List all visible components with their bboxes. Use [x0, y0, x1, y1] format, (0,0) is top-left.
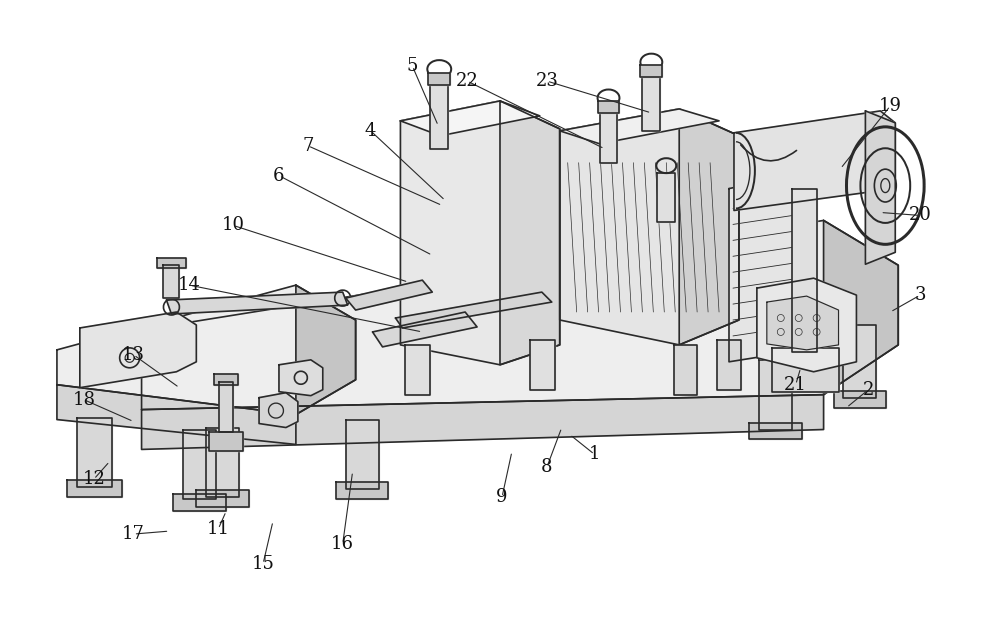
Text: 21: 21: [784, 376, 807, 394]
Polygon shape: [674, 345, 697, 395]
Polygon shape: [400, 101, 540, 136]
Polygon shape: [759, 360, 792, 429]
Polygon shape: [400, 101, 560, 365]
Polygon shape: [259, 392, 298, 427]
Polygon shape: [600, 111, 617, 163]
Text: 11: 11: [207, 520, 230, 538]
Polygon shape: [598, 101, 619, 113]
Polygon shape: [395, 292, 552, 328]
Polygon shape: [679, 109, 739, 345]
Polygon shape: [336, 482, 388, 499]
Polygon shape: [373, 312, 477, 347]
Polygon shape: [405, 345, 430, 395]
Text: 14: 14: [178, 276, 201, 294]
Polygon shape: [80, 312, 196, 388]
Polygon shape: [142, 395, 824, 449]
Text: 2: 2: [863, 381, 874, 399]
Text: 7: 7: [302, 137, 314, 155]
Polygon shape: [560, 109, 739, 345]
Text: 16: 16: [331, 535, 354, 553]
Polygon shape: [173, 494, 226, 511]
Text: 1: 1: [589, 445, 600, 463]
Polygon shape: [757, 278, 856, 372]
Polygon shape: [57, 385, 296, 445]
Text: 23: 23: [535, 72, 558, 90]
Polygon shape: [560, 109, 719, 144]
Polygon shape: [214, 374, 238, 385]
Polygon shape: [428, 73, 450, 85]
Polygon shape: [346, 420, 379, 489]
Polygon shape: [430, 83, 448, 149]
Polygon shape: [834, 390, 886, 408]
Polygon shape: [792, 189, 817, 352]
Text: 19: 19: [879, 97, 902, 115]
Polygon shape: [640, 65, 662, 77]
Text: 22: 22: [456, 72, 479, 90]
Text: 10: 10: [222, 216, 245, 234]
Text: 12: 12: [82, 470, 105, 488]
Text: 17: 17: [122, 525, 145, 543]
Polygon shape: [157, 258, 186, 268]
Polygon shape: [57, 285, 356, 415]
Polygon shape: [196, 490, 249, 507]
Polygon shape: [500, 101, 560, 365]
Text: 3: 3: [914, 286, 926, 304]
Polygon shape: [206, 427, 239, 497]
Text: 20: 20: [909, 207, 932, 225]
Polygon shape: [209, 431, 243, 452]
Polygon shape: [77, 417, 112, 487]
Polygon shape: [219, 382, 233, 431]
Polygon shape: [734, 111, 895, 211]
Text: 8: 8: [541, 458, 553, 477]
Polygon shape: [717, 340, 741, 390]
Text: 6: 6: [273, 167, 285, 184]
Polygon shape: [843, 325, 876, 397]
Polygon shape: [865, 111, 895, 264]
Polygon shape: [279, 360, 323, 396]
Polygon shape: [772, 348, 839, 392]
Polygon shape: [530, 340, 555, 390]
Polygon shape: [657, 173, 675, 223]
Polygon shape: [729, 175, 817, 362]
Text: 9: 9: [496, 488, 508, 506]
Polygon shape: [767, 296, 839, 350]
Polygon shape: [824, 221, 898, 395]
Polygon shape: [346, 280, 432, 310]
Text: 5: 5: [407, 57, 418, 75]
Polygon shape: [749, 422, 802, 440]
Polygon shape: [183, 429, 216, 499]
Polygon shape: [67, 480, 122, 497]
Polygon shape: [296, 285, 356, 415]
Text: 13: 13: [122, 346, 145, 364]
Polygon shape: [642, 75, 660, 131]
Polygon shape: [163, 265, 179, 298]
Text: 15: 15: [252, 555, 274, 573]
Polygon shape: [142, 221, 898, 410]
Polygon shape: [166, 292, 348, 314]
Text: 18: 18: [72, 390, 95, 409]
Text: 4: 4: [365, 122, 376, 140]
